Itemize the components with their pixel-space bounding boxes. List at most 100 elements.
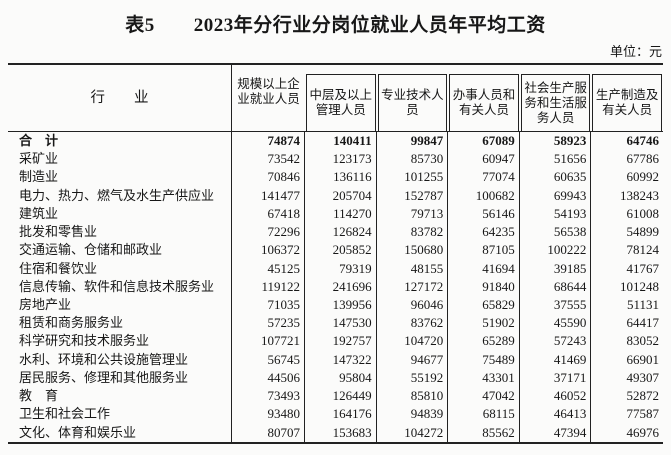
cell-service-staff-wage: 46413: [520, 405, 592, 424]
cell-managers-wage: 126824: [305, 223, 377, 242]
cell-managers-wage: 79319: [305, 259, 377, 278]
wage-table: 行 业 规模以上企业就业人员 中层及以上管理人员 专业技术人员 办事人员和有关人…: [8, 63, 663, 444]
cell-enterprise-employees-wage: 73493: [232, 387, 305, 406]
cell-clerical-wage: 60947: [448, 150, 520, 169]
cell-clerical-wage: 68115: [448, 405, 520, 424]
table-body: 合 计 74874 140411 99847 67089 58923 64746…: [8, 132, 663, 442]
cell-industry-name: 电力、热力、燃气及水生产供应业: [8, 186, 232, 205]
cell-enterprise-employees-wage: 70846: [232, 168, 305, 187]
cell-professionals-wage: 96046: [377, 295, 449, 315]
cell-enterprise-employees-wage: 72296: [232, 223, 305, 242]
cell-managers-wage: 136116: [305, 168, 377, 187]
cell-service-staff-wage: 54193: [520, 204, 592, 224]
cell-managers-wage: 164176: [305, 405, 377, 424]
cell-service-staff-wage: 37555: [520, 295, 592, 315]
table-row: 房地产业 71035 139956 96046 65829 37555 5113…: [8, 295, 663, 315]
cell-service-staff-wage: 60635: [520, 168, 592, 187]
cell-professionals-wage: 48155: [377, 259, 449, 278]
table-header: 行 业 规模以上企业就业人员 中层及以上管理人员 专业技术人员 办事人员和有关人…: [8, 65, 663, 132]
cell-production-staff-wage: 101248: [619, 278, 659, 294]
cell-enterprise-employees-wage: 44506: [232, 368, 305, 388]
cell-service-staff-wage: 45590: [520, 314, 592, 333]
cell-enterprise-employees-wage: 71035: [232, 295, 305, 315]
header-col-clerical: 办事人员和有关人员: [449, 74, 519, 131]
cell-professionals-wage: 127172: [377, 277, 449, 296]
header-col-professionals: 专业技术人员: [377, 74, 448, 131]
cell-clerical-wage: 65829: [448, 295, 520, 315]
header-col-production-staff: 生产制造及有关人员: [592, 74, 662, 131]
cell-professionals-wage: 94677: [377, 350, 449, 369]
cell-enterprise-employees-wage: 57235: [232, 314, 305, 333]
cell-industry-name: 居民服务、修理和其他服务业: [8, 368, 232, 388]
cell-managers-wage: 205852: [305, 241, 377, 260]
cell-enterprise-employees-wage: 67418: [232, 204, 305, 224]
cell-production-staff-wage: 46976: [626, 424, 659, 440]
cell-clerical-wage: 91840: [448, 277, 520, 296]
table-row: 教 育 73493 126449 85810 47042 46052 52872: [8, 387, 663, 406]
cell-industry-name: 交通运输、仓储和邮政业: [8, 241, 232, 260]
cell-industry-name: 卫生和社会工作: [8, 405, 232, 424]
cell-production-staff-wage: 49307: [626, 369, 659, 385]
table-row: 水利、环境和公共设施管理业 56745 147322 94677 75489 4…: [8, 350, 663, 369]
cell-production-staff-wage: 54899: [626, 224, 659, 240]
cell-service-staff-wage: 56538: [520, 223, 592, 242]
cell-professionals-wage: 152787: [377, 186, 449, 205]
table-row: 交通运输、仓储和邮政业 106372 205852 150680 87105 1…: [8, 241, 663, 260]
cell-production-staff-wage: 78124: [626, 242, 659, 258]
header-industry: 行 业: [8, 65, 232, 131]
cell-service-staff-wage: 46052: [520, 387, 592, 406]
cell-industry-name: 建筑业: [8, 204, 232, 224]
cell-production-staff-wage: 77587: [626, 406, 659, 422]
cell-clerical-wage: 56146: [448, 204, 520, 224]
cell-production-staff-wage: 138243: [619, 187, 659, 203]
cell-industry-name: 采矿业: [8, 150, 232, 169]
cell-service-staff-wage: 37171: [520, 368, 592, 388]
cell-production-staff-wage: 52872: [626, 388, 659, 404]
cell-enterprise-employees-wage: 73542: [232, 150, 305, 169]
cell-clerical-wage: 47042: [448, 387, 520, 406]
cell-production-staff-wage: 61008: [626, 205, 659, 221]
cell-service-staff-wage: 57243: [520, 332, 592, 351]
cell-service-staff-wage: 41469: [520, 350, 592, 369]
cell-managers-wage: 126449: [305, 387, 377, 406]
cell-enterprise-employees-wage: 74874: [232, 132, 305, 151]
cell-industry-name: 批发和零售业: [8, 223, 232, 242]
table-row: 制造业 70846 136116 101255 77074 60635 6099…: [8, 168, 663, 187]
table-row: 卫生和社会工作 93480 164176 94839 68115 46413 7…: [8, 405, 663, 424]
cell-production-staff-wage: 66901: [626, 351, 659, 367]
cell-enterprise-employees-wage: 80707: [232, 423, 305, 442]
cell-service-staff-wage: 58923: [520, 132, 592, 151]
table-row: 租赁和商务服务业 57235 147530 83762 51902 45590 …: [8, 314, 663, 333]
cell-professionals-wage: 104272: [377, 423, 449, 442]
cell-enterprise-employees-wage: 93480: [232, 405, 305, 424]
cell-clerical-wage: 77074: [448, 168, 520, 187]
cell-clerical-wage: 87105: [448, 241, 520, 260]
cell-managers-wage: 140411: [305, 132, 377, 151]
cell-industry-name: 房地产业: [8, 295, 232, 315]
cell-clerical-wage: 65289: [448, 332, 520, 351]
cell-industry-name: 住宿和餐饮业: [8, 259, 232, 278]
cell-managers-wage: 241696: [305, 277, 377, 296]
cell-clerical-wage: 51902: [448, 314, 520, 333]
cell-professionals-wage: 104720: [377, 332, 449, 351]
cell-managers-wage: 114270: [305, 204, 377, 224]
cell-industry-name: 水利、环境和公共设施管理业: [8, 350, 232, 369]
header-col-service-staff: 社会生产服务和生活服务人员: [520, 74, 591, 131]
header-col-managers: 中层及以上管理人员: [306, 74, 376, 131]
cell-industry-name: 信息传输、软件和信息技术服务业: [8, 277, 232, 296]
cell-production-staff-wage: 64417: [626, 315, 659, 331]
cell-enterprise-employees-wage: 119122: [232, 277, 305, 296]
table-row: 采矿业 73542 123173 85730 60947 51656 67786: [8, 150, 663, 169]
cell-enterprise-employees-wage: 45125: [232, 259, 305, 278]
cell-clerical-wage: 64235: [448, 223, 520, 242]
cell-clerical-wage: 67089: [448, 132, 520, 151]
cell-professionals-wage: 99847: [377, 132, 449, 151]
cell-managers-wage: 153683: [305, 423, 377, 442]
header-col-enterprise-employees: 规模以上企业就业人员: [237, 77, 300, 106]
cell-clerical-wage: 41694: [448, 259, 520, 278]
unit-label: 单位：元: [609, 44, 662, 59]
cell-clerical-wage: 43301: [448, 368, 520, 388]
cell-professionals-wage: 85730: [377, 150, 449, 169]
table-row: 住宿和餐饮业 45125 79319 48155 41694 39185 417…: [8, 259, 663, 278]
